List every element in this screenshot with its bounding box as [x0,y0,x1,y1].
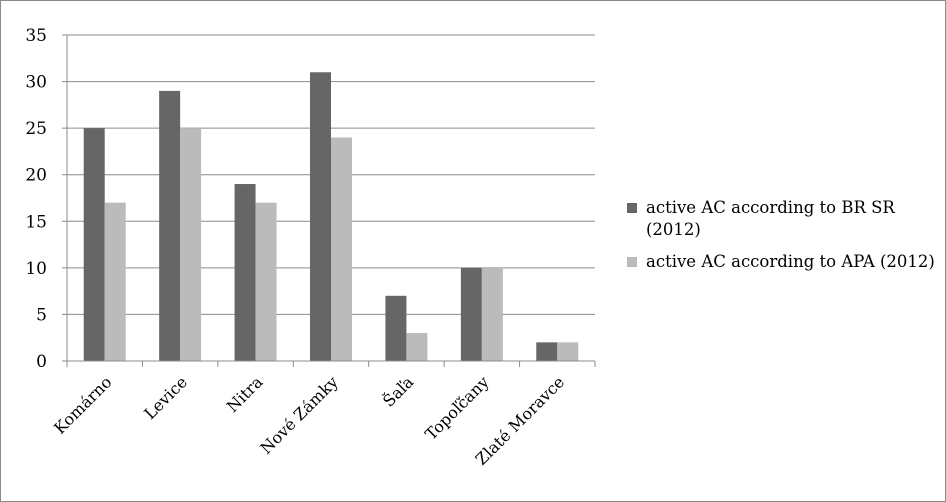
legend-item-series-2: active AC according to APA (2012) [627,251,937,273]
y-tick-labels: 0 5 10 15 20 25 30 35 [25,26,47,372]
legend: active AC according to BR SR (2012) acti… [627,197,937,283]
bar-apa [557,342,579,361]
y-tick-label: 20 [25,166,47,186]
bars [83,72,579,361]
y-tick-label: 25 [25,119,47,139]
x-category-label: Levice [140,372,191,423]
legend-swatch-series-2 [627,257,637,267]
legend-item-series-1: active AC according to BR SR (2012) [627,197,937,241]
bar-br-sr [159,90,181,361]
y-tick-label: 0 [36,352,47,372]
bar-br-sr [460,267,482,361]
bar-br-sr [234,184,256,361]
bar-apa [180,128,202,361]
bar-apa [406,333,428,361]
x-category-label: Šaľa [378,371,417,410]
bar-br-sr [536,342,558,361]
x-category-label: Nitra [223,372,267,416]
x-category-label: Topoľčany [421,372,492,443]
legend-label-series-1: active AC according to BR SR (2012) [646,198,895,239]
y-tick-label: 15 [25,212,47,232]
bar-br-sr [310,72,331,361]
y-tick-label: 5 [36,305,47,325]
legend-label-series-2: active AC according to APA (2012) [646,252,935,271]
x-category-label: Komárno [50,372,115,437]
legend-swatch-series-1 [627,203,637,213]
bar-apa [481,267,503,361]
bar-apa [104,202,126,361]
y-tick-label: 35 [25,26,47,46]
y-tick-label: 10 [25,259,47,279]
axes [62,34,596,367]
bar-br-sr [83,128,105,361]
bar-apa [331,137,352,361]
y-tick-label: 30 [25,73,47,93]
bar-br-sr [385,295,407,361]
bar-apa [255,202,277,361]
x-category-label: Nové Zámky [256,372,341,457]
